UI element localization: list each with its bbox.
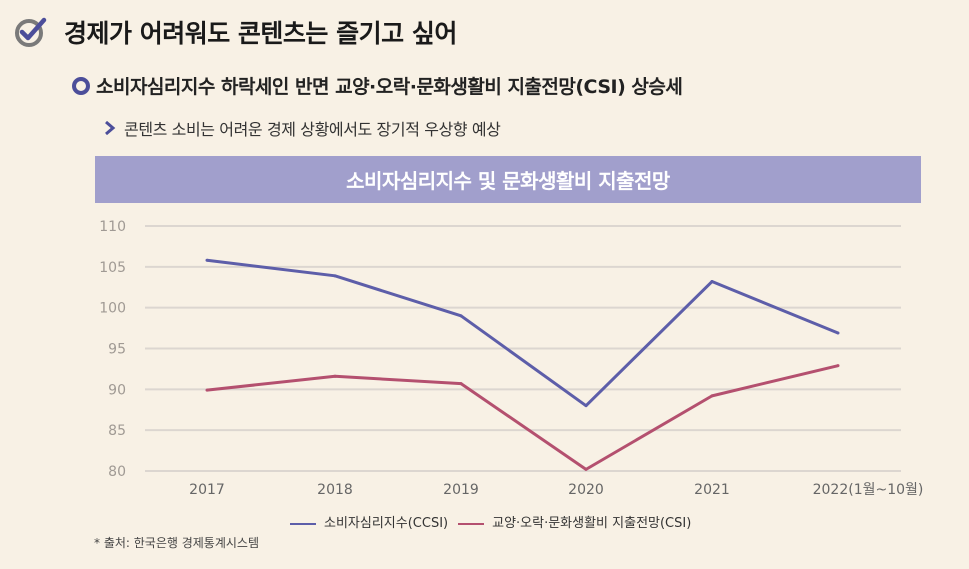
data-point <box>836 331 840 335</box>
bullet-row: 콘텐츠 소비는 어려운 경제 상황에서도 장기적 우상향 예상 <box>104 116 501 140</box>
x-tick-label: 2017 <box>189 482 225 498</box>
subtitle-row: 소비자심리지수 하락세인 반면 교양·오락·문화생활비 지출전망(CSI) 상승… <box>72 72 683 99</box>
y-tick-label: 100 <box>99 301 126 317</box>
page-title: 경제가 어려워도 콘텐츠는 즐기고 싶어 <box>64 19 457 48</box>
y-tick-label: 80 <box>108 464 126 480</box>
data-point <box>459 382 463 386</box>
data-point <box>205 388 209 392</box>
y-tick-label: 95 <box>108 342 126 358</box>
y-tick-label: 85 <box>108 423 126 439</box>
chart-title: 소비자심리지수 및 문화생활비 지출전망 <box>346 169 670 193</box>
bullet-text: 콘텐츠 소비는 어려운 경제 상황에서도 장기적 우상향 예상 <box>124 120 501 139</box>
data-point <box>836 364 840 368</box>
x-tick-label: 2019 <box>443 482 479 498</box>
legend-item-ccsi: 소비자심리지수(CCSI) <box>290 512 448 531</box>
legend-swatch <box>458 522 485 525</box>
ring-bullet-icon <box>72 76 90 95</box>
legend-label: 교양·오락·문화생활비 지출전망(CSI) <box>492 516 692 531</box>
data-point <box>333 274 337 278</box>
data-point <box>459 314 463 318</box>
x-tick-label: 2021 <box>694 482 730 498</box>
x-tick-label: 2022(1월~10월) <box>813 482 924 498</box>
series-line-1 <box>206 258 839 408</box>
y-tick-label: 105 <box>99 260 126 276</box>
x-tick-label: 2018 <box>317 482 353 498</box>
data-point <box>205 258 209 262</box>
subtitle: 소비자심리지수 하락세인 반면 교양·오락·문화생활비 지출전망(CSI) 상승… <box>96 76 683 98</box>
chart-title-bar: 소비자심리지수 및 문화생활비 지출전망 <box>95 156 921 203</box>
y-tick-label: 110 <box>99 219 126 235</box>
check-circle-icon <box>15 17 47 47</box>
source-note: * 출처: 한국은행 경제통계시스템 <box>94 536 260 550</box>
data-point <box>710 394 714 398</box>
y-tick-label: 90 <box>108 382 126 398</box>
chart-legend: 소비자심리지수(CCSI) 교양·오락·문화생활비 지출전망(CSI) <box>290 512 691 531</box>
section-heading: 경제가 어려워도 콘텐츠는 즐기고 싶어 <box>14 14 457 50</box>
legend-label: 소비자심리지수(CCSI) <box>324 516 449 531</box>
data-point <box>584 467 588 471</box>
series-line-2 <box>206 364 839 471</box>
chevron-right-icon <box>105 121 116 135</box>
data-point <box>333 374 337 378</box>
data-point <box>584 404 588 408</box>
data-point <box>710 280 714 284</box>
legend-swatch <box>290 522 316 525</box>
legend-item-csi: 교양·오락·문화생활비 지출전망(CSI) <box>458 512 691 531</box>
x-tick-label: 2020 <box>568 482 604 498</box>
